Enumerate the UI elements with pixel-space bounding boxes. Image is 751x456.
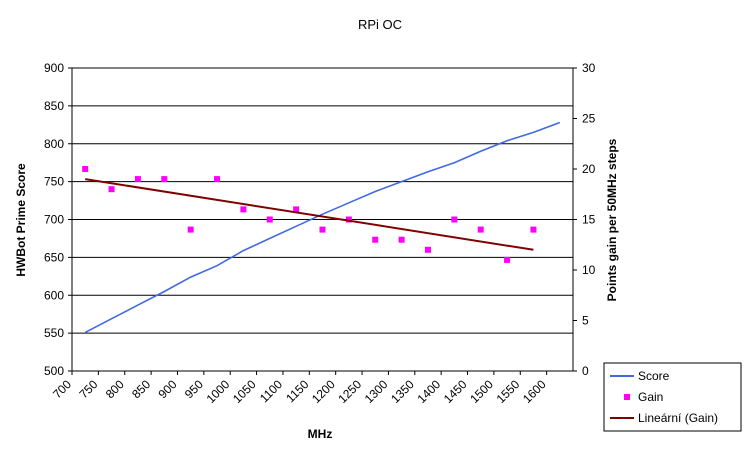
- x-tick-label: 700: [50, 377, 74, 401]
- legend-label: Score: [638, 369, 670, 383]
- y-axis-label: HWBot Prime Score: [14, 163, 28, 277]
- gain-point: [214, 176, 221, 183]
- x-tick-label: 850: [129, 377, 153, 401]
- y-tick-label: 700: [44, 213, 64, 227]
- y-tick-label: 850: [44, 99, 64, 113]
- gain-point: [504, 256, 511, 263]
- y-tick-label: 800: [44, 137, 64, 151]
- x-tick-label: 950: [182, 377, 206, 401]
- gain-point: [240, 206, 247, 213]
- x-tick-label: 1050: [230, 377, 259, 406]
- legend-item-gain: Gain: [624, 390, 663, 404]
- x-tick-label: 1000: [204, 377, 233, 406]
- x-tick-label: 900: [156, 377, 180, 401]
- legend-item-line-rn-gain: Lineární (Gain): [610, 411, 718, 425]
- y2-axis-label: Points gain per 50MHz steps: [605, 138, 619, 301]
- chart-title: RPi OC: [358, 17, 402, 32]
- score-line: [84, 121, 561, 334]
- x-tick-label: 1400: [414, 377, 443, 406]
- gain-point: [372, 236, 379, 243]
- gain-point: [108, 186, 115, 193]
- y2-tick-label: 0: [582, 364, 589, 378]
- gain-point: [319, 226, 326, 233]
- y-tick-label: 500: [44, 364, 64, 378]
- legend: Score Gain Lineární (Gain): [603, 362, 742, 432]
- gain-point: [161, 176, 168, 183]
- x-tick-label: 1600: [520, 377, 549, 406]
- y-tick-label: 550: [44, 326, 64, 340]
- gain-point: [398, 236, 405, 243]
- y2-tick-label: 20: [582, 162, 596, 176]
- x-tick-label: 1550: [494, 377, 523, 406]
- x-tick-label: 1100: [257, 377, 285, 405]
- x-tick-label: 750: [76, 377, 100, 401]
- gain-point: [477, 226, 484, 233]
- x-tick-label: 800: [103, 377, 127, 401]
- gain-point: [266, 216, 273, 223]
- y-tick-label: 650: [44, 250, 64, 264]
- plot-area: 5005506006507007508008509000510152025307…: [44, 61, 596, 406]
- legend-item-score: Score: [610, 369, 670, 383]
- trendline: [85, 178, 534, 251]
- x-tick-label: 1200: [309, 377, 338, 406]
- gain-point: [424, 246, 431, 253]
- y2-tick-label: 5: [582, 314, 589, 328]
- x-tick-label: 1500: [467, 377, 496, 406]
- y2-tick-label: 15: [582, 213, 596, 227]
- legend-label: Lineární (Gain): [638, 411, 718, 425]
- y-tick-label: 900: [44, 61, 64, 75]
- x-axis-label: MHz: [308, 427, 333, 441]
- gain-point: [187, 226, 194, 233]
- y2-tick-label: 25: [582, 112, 596, 126]
- gain-point: [451, 216, 458, 223]
- y-tick-label: 750: [44, 175, 64, 189]
- x-tick-label: 1150: [283, 377, 311, 405]
- legend-swatch: [624, 394, 630, 400]
- gain-point: [82, 166, 89, 172]
- legend-label: Gain: [638, 390, 663, 404]
- gain-point: [530, 226, 537, 233]
- y2-tick-label: 30: [582, 61, 596, 75]
- gain-point: [293, 206, 300, 213]
- gain-point: [134, 176, 141, 183]
- x-tick-label: 1450: [441, 377, 470, 406]
- plot-border: [71, 67, 574, 372]
- x-tick-label: 1350: [388, 377, 417, 406]
- x-tick-label: 1300: [362, 377, 391, 406]
- x-tick-label: 1250: [335, 377, 364, 406]
- y2-tick-label: 10: [582, 263, 596, 277]
- y-tick-label: 600: [44, 288, 64, 302]
- gain-point: [345, 216, 352, 223]
